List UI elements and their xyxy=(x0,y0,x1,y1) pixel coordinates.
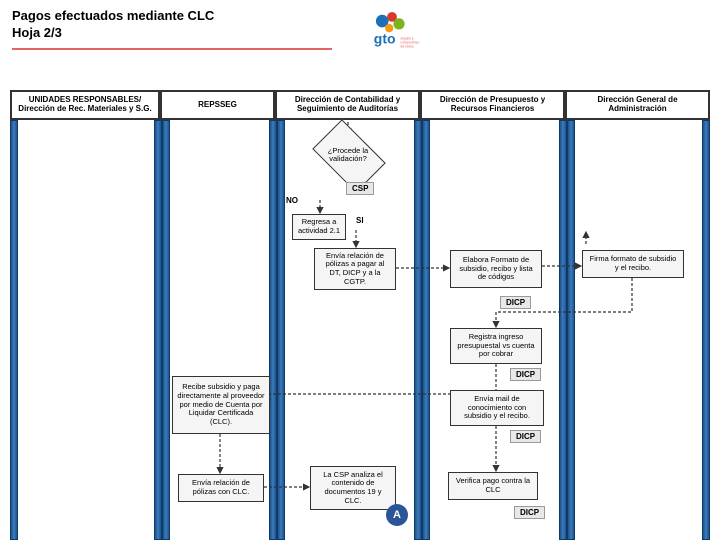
connector-a: A xyxy=(386,504,408,526)
node-mail: Envía mail de conocimiento con subsidio … xyxy=(450,390,544,426)
swim-bar xyxy=(277,120,285,540)
svg-text:compromiso: compromiso xyxy=(400,41,419,45)
tag-dicp-1: DICP xyxy=(500,296,531,309)
gto-logo: gto orgullo y compromiso de todos xyxy=(364,8,434,58)
lane-1: REPSSEG xyxy=(160,90,275,120)
swim-bar xyxy=(702,120,710,540)
logo-tagline: orgullo y xyxy=(400,36,413,40)
swim-bar xyxy=(422,120,430,540)
lane-2: Dirección de Contabilidad y Seguimiento … xyxy=(275,90,420,120)
swim-bar xyxy=(567,120,575,540)
lane-3: Dirección de Presupuesto y Recursos Fina… xyxy=(420,90,565,120)
swim-bar xyxy=(559,120,567,540)
swim-bar xyxy=(154,120,162,540)
tag-csp: CSP xyxy=(346,182,374,195)
decision-validacion: ¿Procede la validación? xyxy=(318,135,378,175)
swim-bar xyxy=(269,120,277,540)
node-registra: Registra ingreso presupuestal vs cuenta … xyxy=(450,328,542,364)
title-line1: Pagos efectuados mediante CLC xyxy=(12,8,214,23)
node-regresa: Regresa a actividad 2.1 xyxy=(292,214,346,240)
lane-0: UNIDADES RESPONSABLES/ Dirección de Rec.… xyxy=(10,90,160,120)
node-elabora: Elabora Formato de subsidio, recibo y li… xyxy=(450,250,542,288)
swim-bar xyxy=(414,120,422,540)
label-si: SI xyxy=(356,216,364,225)
node-envia-clc: Envía relación de pólizas con CLC. xyxy=(178,474,264,502)
svg-text:de todos: de todos xyxy=(400,45,414,49)
node-envia-polizas: Envía relación de pólizas a pagar al DT,… xyxy=(314,248,396,290)
node-verifica: Verifica pago contra la CLC xyxy=(448,472,538,500)
swim-bar xyxy=(10,120,18,540)
lane-4: Dirección General de Administración xyxy=(565,90,710,120)
label-no: NO xyxy=(286,196,298,205)
node-firma: Firma formato de subsidio y el recibo. xyxy=(582,250,684,278)
tag-dicp-4: DICP xyxy=(514,506,545,519)
swim-bar xyxy=(162,120,170,540)
tag-dicp-3: DICP xyxy=(510,430,541,443)
node-analiza: La CSP analiza el contenido de documento… xyxy=(310,466,396,510)
logo-text: gto xyxy=(374,31,396,47)
tag-dicp-2: DICP xyxy=(510,368,541,381)
title-line2: Hoja 2/3 xyxy=(12,25,62,40)
page-title: Pagos efectuados mediante CLC Hoja 2/3 xyxy=(12,8,214,42)
title-underline xyxy=(12,48,332,50)
node-recibe: Recibe subsidio y paga directamente al p… xyxy=(172,376,270,434)
lane-headers: UNIDADES RESPONSABLES/ Dirección de Rec.… xyxy=(10,90,710,120)
